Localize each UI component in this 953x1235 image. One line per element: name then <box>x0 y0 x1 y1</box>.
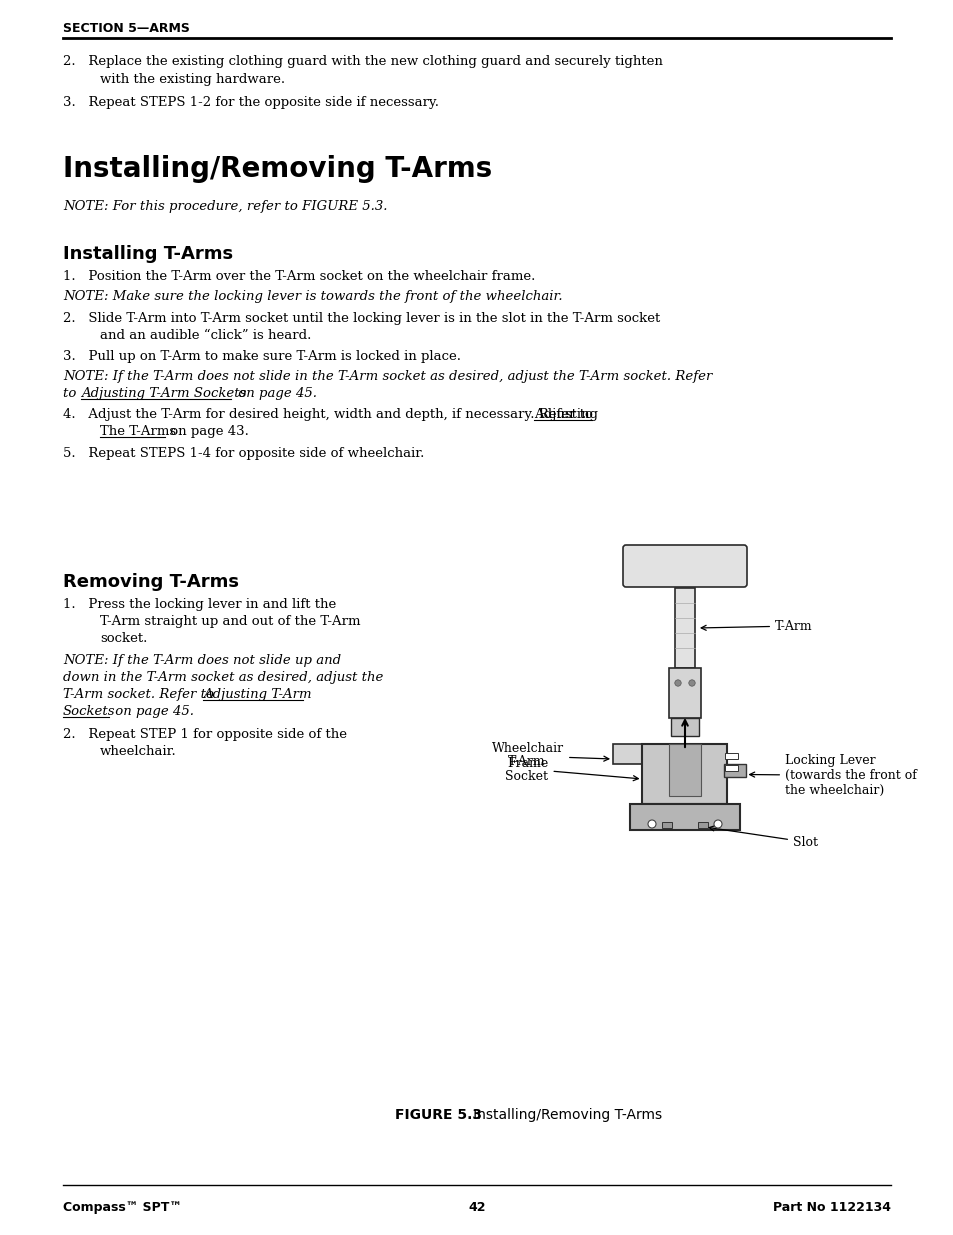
Bar <box>670 718 699 736</box>
Text: 2.   Repeat STEP 1 for opposite side of the: 2. Repeat STEP 1 for opposite side of th… <box>63 727 347 741</box>
Text: down in the T-Arm socket as desired, adjust the: down in the T-Arm socket as desired, adj… <box>63 671 383 684</box>
Text: Adjusting T-Arm Sockets: Adjusting T-Arm Sockets <box>81 387 246 400</box>
Text: on page 45.: on page 45. <box>233 387 316 400</box>
Text: T-Arm
Socket: T-Arm Socket <box>505 755 638 783</box>
Text: and an audible “click” is heard.: and an audible “click” is heard. <box>100 329 311 342</box>
Text: Adjusting T-Arm: Adjusting T-Arm <box>203 688 312 701</box>
Text: on page 45.: on page 45. <box>111 705 193 718</box>
Text: T-Arm: T-Arm <box>700 620 812 632</box>
Text: T-Arm socket. Refer to: T-Arm socket. Refer to <box>63 688 218 701</box>
Text: NOTE: If the T-Arm does not slide up and: NOTE: If the T-Arm does not slide up and <box>63 655 341 667</box>
Text: Compass™ SPT™: Compass™ SPT™ <box>63 1200 182 1214</box>
Text: Sockets: Sockets <box>63 705 115 718</box>
Text: FIGURE 5.3: FIGURE 5.3 <box>395 1108 481 1123</box>
Text: 3.   Repeat STEPS 1-2 for the opposite side if necessary.: 3. Repeat STEPS 1-2 for the opposite sid… <box>63 96 438 109</box>
Bar <box>723 764 745 777</box>
Circle shape <box>688 679 695 687</box>
Text: The T-Arms: The T-Arms <box>100 425 176 438</box>
Text: Installing/Removing T-Arms: Installing/Removing T-Arms <box>459 1108 661 1123</box>
Text: 2.   Slide T-Arm into T-Arm socket until the locking lever is in the slot in the: 2. Slide T-Arm into T-Arm socket until t… <box>63 312 659 325</box>
Text: 42: 42 <box>468 1200 485 1214</box>
Bar <box>661 823 671 827</box>
Text: NOTE: For this procedure, refer to FIGURE 5.3.: NOTE: For this procedure, refer to FIGUR… <box>63 200 387 212</box>
Bar <box>613 743 664 764</box>
Text: wheelchair.: wheelchair. <box>100 745 176 758</box>
Text: NOTE: Make sure the locking lever is towards the front of the wheelchair.: NOTE: Make sure the locking lever is tow… <box>63 290 562 303</box>
Text: Wheelchair
Frame: Wheelchair Frame <box>492 742 608 769</box>
Text: 2.   Replace the existing clothing guard with the new clothing guard and securel: 2. Replace the existing clothing guard w… <box>63 56 662 68</box>
Text: with the existing hardware.: with the existing hardware. <box>100 73 285 86</box>
Circle shape <box>647 820 656 827</box>
Text: 4.   Adjust the T-Arm for desired height, width and depth, if necessary. Refer t: 4. Adjust the T-Arm for desired height, … <box>63 408 597 421</box>
Text: 1.   Press the locking lever in and lift the: 1. Press the locking lever in and lift t… <box>63 598 335 611</box>
Text: Adjusting: Adjusting <box>534 408 598 421</box>
Circle shape <box>713 820 721 827</box>
Circle shape <box>674 679 680 687</box>
Text: 1.   Position the T-Arm over the T-Arm socket on the wheelchair frame.: 1. Position the T-Arm over the T-Arm soc… <box>63 270 535 283</box>
Text: 5.   Repeat STEPS 1-4 for opposite side of wheelchair.: 5. Repeat STEPS 1-4 for opposite side of… <box>63 447 424 459</box>
FancyBboxPatch shape <box>622 545 746 587</box>
Text: 3.   Pull up on T-Arm to make sure T-Arm is locked in place.: 3. Pull up on T-Arm to make sure T-Arm i… <box>63 350 460 363</box>
Bar <box>675 588 695 668</box>
Text: Part No 1122134: Part No 1122134 <box>772 1200 890 1214</box>
Text: NOTE: If the T-Arm does not slide in the T-Arm socket as desired, adjust the T-A: NOTE: If the T-Arm does not slide in the… <box>63 370 712 383</box>
Text: Locking Lever
(towards the front of
the wheelchair): Locking Lever (towards the front of the … <box>749 755 916 797</box>
Text: Removing T-Arms: Removing T-Arms <box>63 573 239 592</box>
Bar <box>724 764 738 771</box>
Text: Slot: Slot <box>708 826 817 848</box>
Bar <box>698 823 707 827</box>
Bar <box>629 804 740 830</box>
Text: Installing T-Arms: Installing T-Arms <box>63 245 233 263</box>
Text: on page 43.: on page 43. <box>166 425 249 438</box>
Bar <box>668 743 700 797</box>
Text: T-Arm straight up and out of the T-Arm: T-Arm straight up and out of the T-Arm <box>100 615 360 629</box>
Text: SECTION 5—ARMS: SECTION 5—ARMS <box>63 22 190 35</box>
Bar <box>724 753 738 760</box>
Bar <box>668 668 700 718</box>
Text: Installing/Removing T-Arms: Installing/Removing T-Arms <box>63 156 492 183</box>
Text: to: to <box>63 387 81 400</box>
Bar <box>641 743 727 804</box>
Text: socket.: socket. <box>100 632 147 645</box>
